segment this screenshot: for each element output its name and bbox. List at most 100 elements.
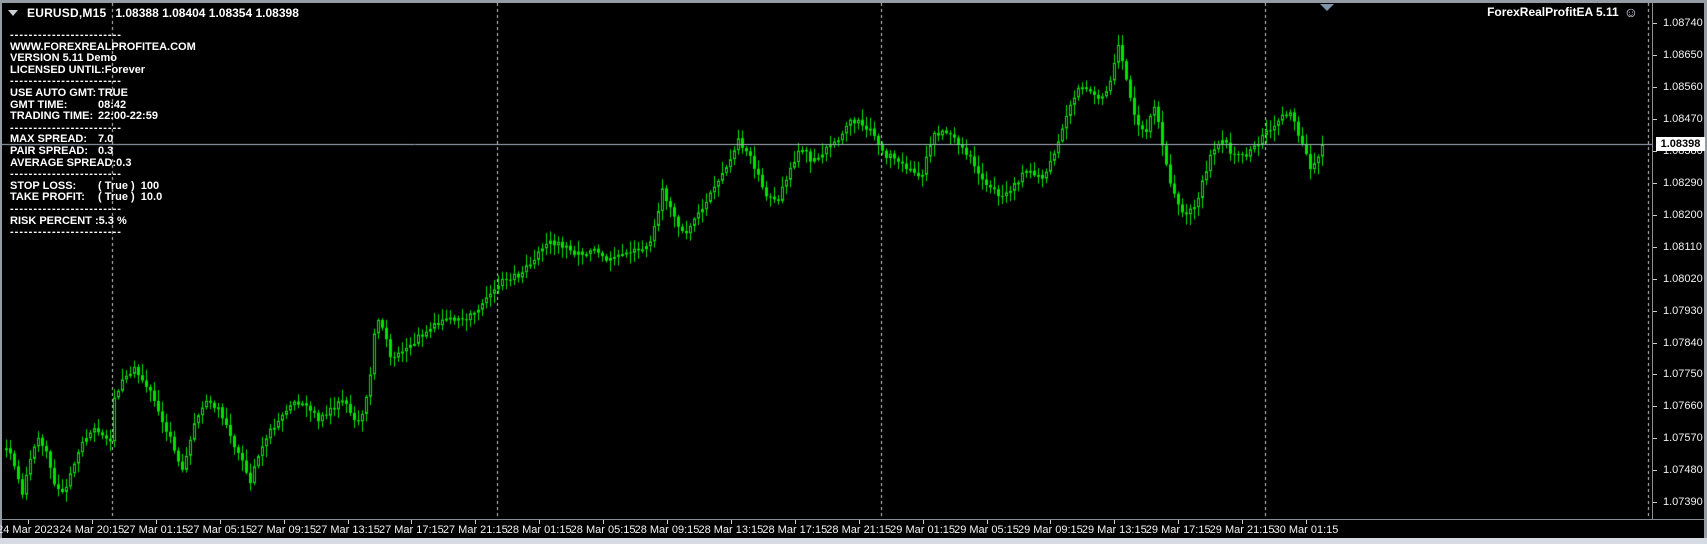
price-axis-tick	[1653, 374, 1657, 376]
price-axis-tick	[1653, 246, 1657, 248]
time-axis-label: 24 Mar 20:15	[59, 524, 125, 536]
panel-text-line: WWW.FOREXREALPROFITEA.COM	[10, 40, 196, 53]
price-axis-tick	[1653, 150, 1657, 152]
time-axis-tick	[1178, 520, 1180, 524]
panel-label: MAX SPREAD:	[10, 133, 88, 146]
chart-symbol-triangle-icon	[8, 10, 18, 16]
price-axis-label: 1.07570	[1663, 432, 1703, 445]
price-axis-tick	[1653, 54, 1657, 56]
panel-separator: ------------------------	[10, 202, 122, 215]
time-axis-label: 27 Mar 13:15	[315, 524, 380, 536]
candlestick-chart-area[interactable]	[2, 3, 1652, 519]
panel-value: 7.0	[98, 133, 114, 146]
time-axis-label: 27 Mar 09:15	[251, 524, 317, 536]
panel-value: 0.3	[116, 156, 132, 169]
time-axis-tick	[347, 520, 349, 524]
time-axis-label: 29 Mar 13:15	[1081, 524, 1147, 536]
panel-kv-row: GMT TIME: 08:42	[10, 98, 196, 112]
panel-label: TRADING TIME:	[10, 110, 94, 123]
price-axis-tick	[1653, 278, 1657, 280]
time-axis-label: 28 Mar 09:15	[634, 524, 700, 536]
panel-separator: ------------------------	[10, 29, 122, 41]
price-axis-label: 1.08290	[1663, 176, 1703, 189]
price-axis[interactable]: 1.08398 1.08740 1.08650 1.08560 1.08470 1.08…	[1653, 3, 1707, 519]
time-axis-label: 27 Mar 01:15	[123, 524, 189, 536]
price-axis-label: 1.08470	[1663, 112, 1703, 125]
ea-badge: ForexRealProfitEA 5.11 ☺	[1487, 5, 1638, 19]
price-axis-label: 1.08560	[1663, 80, 1703, 93]
panel-kv-row: TAKE PROFIT: ( True ) 10.0	[10, 192, 196, 204]
price-axis-tick	[1653, 406, 1657, 408]
price-axis-label: 1.08200	[1663, 208, 1703, 221]
time-axis-tick	[475, 520, 477, 524]
time-axis-divider	[2, 519, 1704, 520]
panel-kv-row: TRADING TIME: 22:00-22:59	[10, 111, 196, 123]
price-axis-label: 1.08020	[1663, 272, 1703, 285]
time-axis-tick	[155, 520, 157, 524]
time-axis-label: 28 Mar 01:15	[506, 524, 572, 536]
window-border-bottom	[0, 538, 1707, 544]
ea-name-label: ForexRealProfitEA 5.11	[1487, 5, 1619, 19]
panel-value: ( True ) 10.0	[98, 191, 163, 204]
time-axis-tick	[858, 520, 860, 524]
price-axis-tick	[1653, 182, 1657, 184]
panel-value: ( True ) 100	[98, 179, 160, 192]
time-axis-tick	[91, 520, 93, 524]
time-axis-label: 28 Mar 13:15	[698, 524, 764, 536]
panel-label: GMT TIME:	[10, 98, 68, 111]
panel-kv-row: AVERAGE SPREAD: 0.3	[10, 156, 196, 170]
time-axis-tick	[603, 520, 605, 524]
window-border-right	[1704, 3, 1707, 544]
panel-separator: ------------------------	[10, 75, 122, 88]
time-axis-tick	[283, 520, 285, 524]
time-axis-label: 29 Mar 17:15	[1145, 524, 1211, 536]
panel-value: 22:00-22:59	[98, 110, 158, 123]
price-axis-label: 1.07930	[1663, 304, 1703, 317]
price-axis-label: 1.07750	[1663, 368, 1703, 381]
price-axis-tick	[1653, 86, 1657, 88]
price-axis-label: 1.07840	[1663, 336, 1703, 349]
panel-kv-row: LICENSED UNTIL: Forever	[10, 63, 196, 77]
panel-label: STOP LOSS:	[10, 179, 77, 192]
price-axis-tick	[1653, 310, 1657, 312]
chart-shift-marker[interactable]	[1320, 4, 1334, 11]
panel-value: 5.3 %	[98, 214, 127, 227]
time-axis-tick	[922, 520, 924, 524]
price-axis-label: 1.07660	[1663, 400, 1703, 413]
time-axis-tick	[667, 520, 668, 524]
time-axis-tick	[1114, 520, 1116, 524]
panel-label: USE AUTO GMT:	[10, 86, 97, 99]
smiley-icon: ☺	[1623, 4, 1638, 20]
time-axis-label: 29 Mar 01:15	[890, 524, 956, 536]
price-axis-tick	[1653, 23, 1657, 24]
window-border-top	[0, 0, 1707, 3]
current-price-tag: 1.08398	[1656, 137, 1705, 152]
time-axis-tick	[411, 520, 413, 524]
price-axis-tick	[1653, 214, 1657, 216]
panel-label: LICENSED UNTIL:	[10, 63, 105, 76]
time-axis-tick	[986, 520, 988, 524]
panel-value: TRUE	[98, 86, 128, 99]
ea-info-panel: ------------------------ WWW.FOREXREALPRO…	[10, 29, 196, 239]
symbol-period-label: EURUSD,M15	[27, 6, 107, 20]
price-axis-divider	[1652, 3, 1653, 519]
price-axis-tick	[1653, 342, 1657, 344]
panel-label: RISK PERCENT :	[10, 214, 99, 227]
price-axis-label: 1.08650	[1663, 48, 1703, 61]
panel-label: TAKE PROFIT:	[10, 191, 85, 204]
panel-text-line: VERSION 5.11 Demo	[10, 52, 117, 65]
panel-value: 08:42	[98, 98, 127, 111]
window-border-left	[0, 3, 2, 544]
time-axis[interactable]: 24 Mar 2023 24 Mar 20:15 27 Mar 01:15 27 Ma…	[0, 520, 1707, 538]
time-axis-tick	[28, 520, 29, 524]
time-axis-label: 28 Mar 21:15	[826, 524, 892, 536]
time-axis-tick	[1050, 520, 1052, 524]
time-axis-tick	[219, 520, 221, 524]
time-axis-label: 29 Mar 09:15	[1017, 524, 1083, 536]
time-axis-tick	[730, 520, 732, 524]
price-axis-label: 1.08110	[1663, 240, 1702, 253]
panel-separator: ------------------------	[10, 168, 122, 181]
panel-kv-row: STOP LOSS: ( True ) 100	[10, 179, 196, 193]
time-axis-label: 29 Mar 05:15	[954, 524, 1019, 536]
